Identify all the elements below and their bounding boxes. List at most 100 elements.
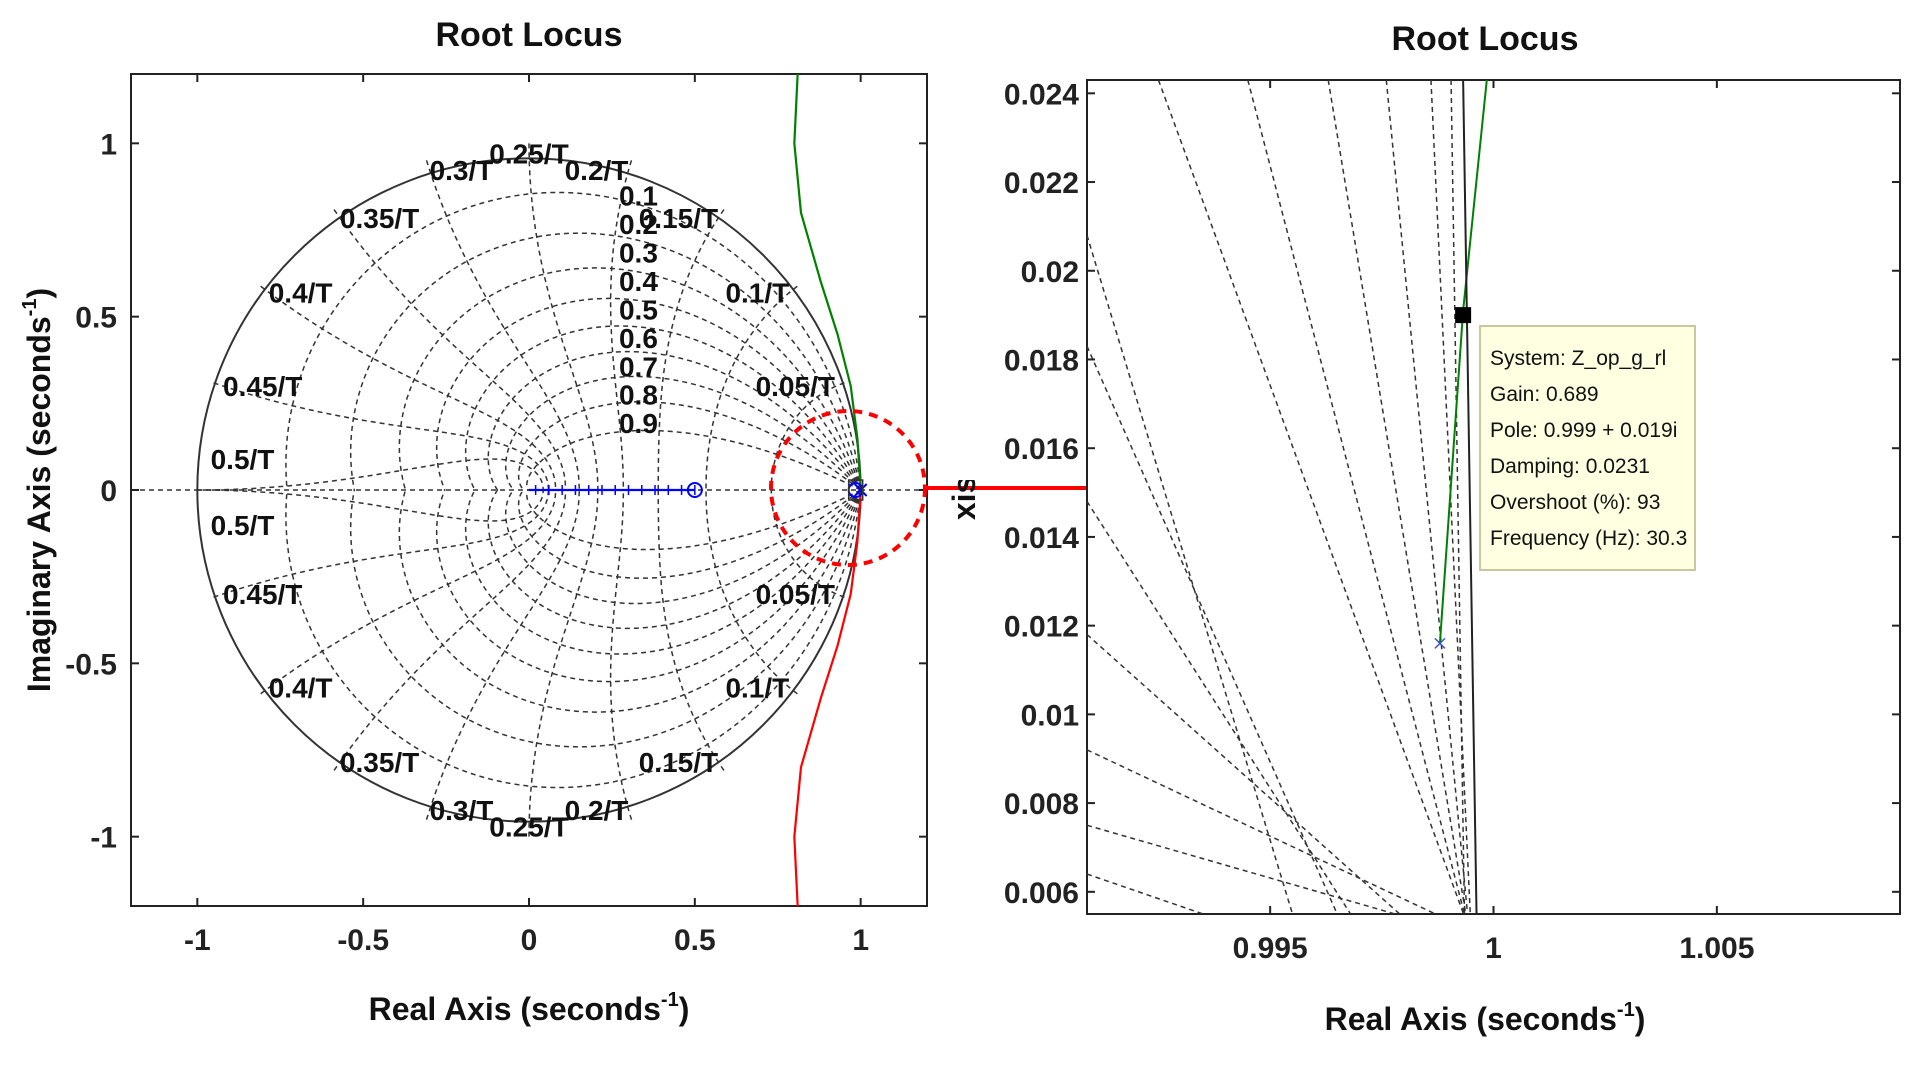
right-root-locus-zoom-plot: Root Locus 0.995 1 1.005 0.006 0.008 0.01 0.01… bbox=[944, 20, 1901, 1037]
frequency-curve bbox=[425, 489, 581, 820]
frequency-curve bbox=[333, 209, 567, 491]
frequency-curve bbox=[260, 489, 557, 695]
wn-grid-label: 0.1/T bbox=[725, 277, 789, 308]
right-ticks: 0.995 1 1.005 0.006 0.008 0.01 0.012 0.014 0.016… bbox=[1004, 78, 1900, 965]
wn-grid-label: 0.45/T bbox=[223, 579, 302, 610]
damping-curve bbox=[487, 489, 862, 630]
wn-grid-label: 0.05/T bbox=[756, 579, 835, 610]
damping-grid-line bbox=[1087, 235, 1294, 914]
wn-grid-label: 0.5/T bbox=[211, 444, 275, 475]
locus-branch bbox=[793, 74, 862, 484]
x-tick-label: 1 bbox=[1485, 932, 1502, 965]
zeta-grid-label: 0.4 bbox=[619, 266, 658, 297]
damping-curve bbox=[464, 325, 862, 491]
damping-curve bbox=[398, 267, 862, 491]
damping-grid-line bbox=[1087, 633, 1401, 914]
zeta-grid-label: 0.7 bbox=[619, 351, 658, 382]
wn-grid-label: 0.1/T bbox=[725, 673, 789, 704]
y-tick-label: 0.02 bbox=[1021, 256, 1079, 289]
datatip-line: Damping: 0.0231 bbox=[1490, 455, 1650, 478]
right-chart-title: Root Locus bbox=[1392, 20, 1579, 58]
damping-curve bbox=[349, 232, 862, 491]
frequency-curve bbox=[260, 285, 557, 491]
left-pole-zero-markers bbox=[686, 479, 868, 501]
damping-curve bbox=[526, 429, 862, 491]
right-y-axis-label: Imaginary Axis (seconds-1) bbox=[944, 298, 982, 702]
wn-grid-label: 0.2/T bbox=[565, 155, 629, 186]
damping-curve bbox=[517, 489, 862, 579]
damping-grid-line bbox=[1087, 749, 1436, 914]
frequency-curve bbox=[213, 382, 550, 491]
damping-curve bbox=[487, 350, 862, 491]
y-tick-label: 0.018 bbox=[1004, 344, 1079, 377]
damping-curve bbox=[526, 489, 862, 551]
zeta-grid-label: 0.1 bbox=[619, 181, 658, 212]
y-tick-label: 0.006 bbox=[1004, 877, 1079, 910]
wn-grid-label: 0.2/T bbox=[565, 795, 629, 826]
damping-curve bbox=[435, 297, 862, 491]
frequency-curve bbox=[197, 458, 545, 491]
left-root-locus-plot: Root Locus 0.5/T0.45/T0.4/T0.35/T0.3/T0.… bbox=[19, 16, 1202, 1027]
y-tick-label: 1 bbox=[100, 128, 117, 161]
frequency-curve bbox=[609, 160, 633, 491]
frequency-curve bbox=[425, 160, 581, 491]
wn-grid-label: 0.35/T bbox=[340, 203, 419, 234]
y-tick-label: -1 bbox=[90, 822, 117, 855]
datatip-line: System: Z_op_g_rl bbox=[1490, 347, 1666, 370]
damping-grid-line bbox=[1087, 345, 1338, 914]
x-tick-label: 1 bbox=[852, 924, 869, 957]
wn-grid-label: 0.45/T bbox=[223, 371, 302, 402]
damping-grid-line bbox=[1327, 80, 1467, 914]
y-tick-label: 0.01 bbox=[1021, 699, 1079, 732]
datatip-line: Gain: 0.689 bbox=[1490, 383, 1599, 406]
wn-grid-label: 0.3/T bbox=[430, 795, 494, 826]
x-tick-label: -1 bbox=[184, 924, 211, 957]
damping-curve bbox=[435, 489, 862, 683]
x-tick-label: 0.5 bbox=[674, 924, 716, 957]
left-y-axis-label: Imaginary Axis (seconds-1) bbox=[19, 288, 57, 692]
x-tick-label: 0.995 bbox=[1233, 932, 1308, 965]
frequency-curve bbox=[213, 489, 550, 598]
locus-branch bbox=[793, 496, 862, 906]
wn-grid-label: 0.25/T bbox=[489, 811, 568, 842]
datatip[interactable]: System: Z_op_g_rl Gain: 0.689 Pole: 0.99… bbox=[1479, 325, 1696, 571]
wn-grid-label: 0.3/T bbox=[430, 155, 494, 186]
damping-grid-line bbox=[1450, 80, 1466, 914]
y-tick-label: 0.012 bbox=[1004, 611, 1079, 644]
left-ticks: -1 -0.5 0 0.5 1 -1 -0.5 0 0.5 1 bbox=[65, 74, 927, 957]
zoom-region-box bbox=[847, 479, 864, 501]
left-locus-branches bbox=[529, 74, 862, 906]
left-chart-title: Root Locus bbox=[436, 16, 623, 54]
frequency-curve bbox=[609, 489, 633, 820]
left-sgrid bbox=[131, 143, 927, 837]
locus-branch bbox=[1462, 80, 1478, 914]
wn-grid-label: 0.25/T bbox=[489, 139, 568, 170]
y-tick-label: 0.008 bbox=[1004, 788, 1079, 821]
damping-grid-line bbox=[1087, 501, 1352, 914]
wn-grid-label: 0.15/T bbox=[639, 747, 718, 778]
frequency-curve bbox=[333, 489, 567, 771]
y-tick-label: 0.014 bbox=[1004, 522, 1079, 555]
damping-curve bbox=[398, 489, 862, 713]
wn-grid-label: 0.35/T bbox=[340, 747, 419, 778]
datatip-marker[interactable] bbox=[1455, 307, 1472, 324]
x-tick-label: -0.5 bbox=[337, 924, 389, 957]
damping-grid-line bbox=[1087, 873, 1204, 914]
datatip-line: Overshoot (%): 93 bbox=[1490, 491, 1660, 514]
zeta-grid-label: 0.3 bbox=[619, 238, 658, 269]
x-tick-label: 0 bbox=[521, 924, 538, 957]
y-tick-label: 0 bbox=[100, 475, 117, 508]
zeta-grid-label: 0.2 bbox=[619, 209, 658, 240]
frequency-curve bbox=[528, 143, 599, 491]
pole-marker bbox=[1434, 637, 1446, 649]
damping-curve bbox=[504, 489, 862, 605]
wn-grid-label: 0.15/T bbox=[639, 203, 718, 234]
right-pole-markers bbox=[1434, 307, 1472, 649]
zeta-grid-label: 0.6 bbox=[619, 323, 658, 354]
datatip-line: Frequency (Hz): 30.3 bbox=[1490, 527, 1687, 550]
damping-curve bbox=[349, 489, 862, 748]
y-tick-label: 0.024 bbox=[1004, 78, 1079, 111]
y-tick-label: -0.5 bbox=[65, 648, 117, 681]
right-x-axis-label: Real Axis (seconds-1) bbox=[1325, 999, 1646, 1037]
